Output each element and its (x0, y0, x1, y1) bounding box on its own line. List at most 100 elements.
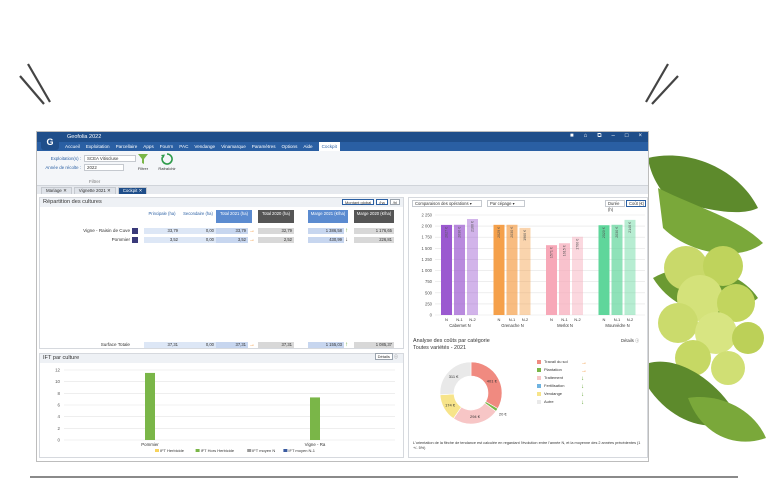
header-principale: Principale (ha) (148, 211, 176, 216)
pie-slice-label: 401 € (487, 379, 498, 384)
trend-arrow: ↓ (581, 400, 584, 406)
title-bar: Geofolia 2022 ■ ⌂ ⧉ – □ × (37, 132, 648, 142)
row-color-swatch (132, 237, 138, 243)
comparison-type-select[interactable]: Comparaison des opérations ▾ (412, 200, 482, 207)
cost-bar (624, 219, 636, 315)
pie-slice-label: 174 € (445, 402, 456, 407)
trend-arrow: → (581, 368, 587, 374)
legend-swatch (537, 376, 541, 380)
repartition-title-bar: Répartition des cultures Montant global … (40, 198, 403, 207)
bar-year-label: N-2 (574, 317, 581, 322)
app-title: Geofolia 2022 (67, 134, 102, 140)
pie-slice (470, 361, 503, 410)
toggle-per-ha[interactable]: /ha (376, 199, 388, 205)
costs-details-label: Détails (621, 338, 634, 343)
y-tick-label: 10 (55, 379, 60, 384)
home-icon[interactable]: ⌂ (583, 133, 588, 139)
cost-bar (598, 225, 610, 315)
y-tick-label: 1 500 (422, 246, 433, 251)
menu-item-pac[interactable]: PAC (179, 144, 189, 149)
y-tick-label: 0 (430, 313, 433, 318)
app-logo: G (41, 134, 59, 150)
save-icon[interactable]: ■ (569, 133, 574, 139)
surface-marge2021: 1 155,03 (308, 342, 344, 348)
tab-cockpit-label: Cockpit (122, 188, 138, 193)
annee-select[interactable]: 2022 (84, 164, 124, 171)
tab-vignette-label: Vignette 2021 (78, 188, 106, 193)
legend-swatch (537, 392, 541, 396)
cell-secondaire: 0,00 (180, 228, 216, 234)
footnote: L'orientation de la flèche de tendance e… (413, 441, 641, 450)
filter-button-label: Filtrer (137, 166, 149, 171)
tab-vignette[interactable]: Vignette 2021 ✕ (73, 187, 116, 194)
toggle-per-hl[interactable]: /hl (389, 199, 400, 205)
menu-item-options[interactable]: Options (281, 144, 298, 149)
restore-icon[interactable]: ⧉ (597, 133, 602, 139)
ift-chart: 0 2 4 6 8 10 12 Pommier Vigne - Ra IFT Herbicide I… (55, 368, 395, 453)
cost-bar (506, 224, 518, 315)
surface-principale: 37,31 (144, 342, 180, 348)
exploitation-select[interactable]: SCEA Vitiscluse (84, 155, 136, 162)
menu-item-aide[interactable]: Aide (303, 144, 313, 149)
legend-label: Plantation (544, 367, 562, 372)
menu-item-apps[interactable]: Apps (143, 144, 154, 149)
duree-button[interactable]: Durée (h) (605, 200, 625, 212)
bar-value-label: 2030 € (510, 227, 514, 238)
bar-year-label: N-1 (614, 317, 621, 322)
trend-arrow: → (581, 360, 587, 366)
y-tick-label: 1 000 (422, 268, 433, 273)
bar-year-label: N-1 (456, 317, 463, 322)
cost-pie-chart: 401 € 20 € 294 € 174 € 311 € Travail du sol → P… (439, 359, 587, 425)
close-icon[interactable]: × (638, 133, 642, 139)
repartition-title: Répartition des cultures (43, 199, 102, 205)
menu-item-fourrn[interactable]: Fourrn (159, 144, 174, 149)
toggle-montant-global[interactable]: Montant global (341, 199, 375, 205)
menu-item-parcellaire[interactable]: Parcellaire (115, 144, 138, 149)
annee-label: Année de récolte : (45, 165, 81, 170)
tab-mariage[interactable]: Mariage ✕ (41, 187, 72, 194)
cout-button[interactable]: Coût (€) (626, 200, 646, 207)
ift-panel: IFT par culture Détails ⓘ 0 2 4 6 8 10 12 Pommi… (39, 353, 404, 458)
y-tick-label: 2 000 (422, 224, 433, 229)
legend-swatch (537, 400, 541, 404)
comparison-group-select[interactable]: Par cépage ▾ (487, 200, 525, 207)
cost-bar (546, 245, 557, 315)
menu-item-parametres[interactable]: Paramètres (251, 144, 276, 149)
menu-item-accueil[interactable]: Accueil (65, 144, 80, 149)
cost-analysis-subtitle: Toutes variétés - 2021 (413, 345, 467, 351)
legend-swatch (195, 449, 200, 452)
legend-label: Vendange (544, 391, 563, 396)
trend-arrow: → (249, 237, 255, 243)
cell-total2021: 33,79 (216, 228, 248, 234)
trend-arrow: ↓ (581, 392, 584, 398)
ribbon-group-label: Filtrer (89, 179, 101, 184)
menu-item-vendange[interactable]: Vendange (194, 144, 216, 149)
trend-arrow: → (249, 228, 255, 234)
cost-comparison-chart: 0 250 500 750 1 000 1 250 1 500 1 750 2 000 2 250… (422, 213, 645, 328)
tab-cockpit[interactable]: Cockpit ✕ (117, 187, 148, 194)
refresh-button[interactable]: Rafraîchir (157, 153, 177, 171)
bar-year-label: N (445, 317, 448, 322)
trend-arrow: ↓ (581, 384, 584, 390)
y-tick-label: 250 (425, 301, 433, 306)
filter-button[interactable]: Filtrer (133, 153, 153, 171)
maximize-icon[interactable]: □ (624, 133, 629, 139)
menu-item-cockpit[interactable]: Cockpit (318, 142, 340, 151)
menu-item-exploitation[interactable]: Exploitation (85, 144, 110, 149)
grapes-illustration (638, 155, 766, 442)
ift-title-bar: IFT par culture Détails ⓘ (40, 353, 403, 363)
legend-swatch (537, 368, 541, 372)
legend-label: Travail du sol (544, 359, 568, 364)
y-tick-label: 0 (58, 438, 61, 443)
cockpit-content: Répartition des cultures Montant global … (37, 195, 648, 461)
y-tick-label: 12 (55, 368, 60, 373)
legend-label: Autre (544, 399, 554, 404)
legend-label: IFT Herbicide (160, 448, 185, 453)
bar-year-label: N-1 (561, 317, 568, 322)
costs-details-link[interactable]: Détails ⓘ (621, 338, 640, 343)
ift-details-link[interactable]: Détails ⓘ (373, 353, 400, 360)
menu-item-vinamarque[interactable]: Vinamarque (221, 144, 246, 149)
minimize-icon[interactable]: – (611, 133, 615, 139)
comparison-panel: Comparaison des opérations ▾ Par cépage … (408, 197, 648, 458)
group-label: Mourvèdre N (605, 323, 629, 328)
